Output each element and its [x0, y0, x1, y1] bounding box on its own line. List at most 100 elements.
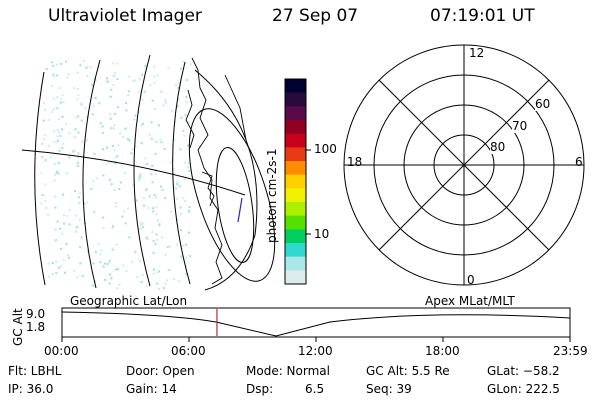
emission-speckle — [107, 161, 110, 164]
emission-speckle — [140, 280, 143, 283]
orbit-altitude-curve — [61, 311, 571, 337]
emission-speckle — [148, 133, 151, 136]
emission-speckle — [142, 196, 145, 199]
emission-speckle — [147, 207, 150, 210]
emission-speckle — [63, 271, 66, 274]
emission-speckle — [76, 156, 79, 159]
emission-speckle — [159, 185, 162, 188]
emission-speckle — [90, 84, 93, 87]
emission-speckle — [177, 86, 180, 89]
emission-speckle — [167, 67, 170, 70]
emission-speckle — [177, 104, 180, 107]
emission-speckle — [179, 148, 182, 151]
emission-speckle — [155, 206, 158, 209]
emission-speckle — [131, 148, 134, 151]
emission-speckle — [124, 172, 127, 175]
emission-speckle — [145, 285, 148, 288]
emission-speckle — [115, 243, 118, 246]
emission-speckle — [158, 270, 161, 273]
emission-speckle — [128, 139, 131, 142]
x-tick-label-0000: 00:00 — [44, 344, 79, 358]
emission-speckle — [179, 212, 182, 215]
emission-speckle — [66, 76, 69, 79]
emission-speckle — [155, 238, 158, 241]
emission-speckle — [144, 157, 147, 160]
emission-speckle — [164, 253, 167, 256]
emission-speckle — [176, 182, 179, 185]
emission-speckle — [67, 256, 70, 259]
orbit-y-tick-top: 9.0 — [26, 307, 46, 321]
emission-speckle — [56, 135, 59, 138]
emission-speckle — [78, 202, 81, 205]
status-glon: GLon: 222.5 — [487, 382, 560, 396]
emission-speckle — [76, 226, 79, 229]
emission-speckle — [41, 155, 44, 158]
emission-speckle — [110, 183, 113, 186]
status-gain: Gain: 14 — [126, 382, 177, 396]
emission-speckle — [86, 75, 89, 78]
colorbar-tick-10-label: 10 — [314, 227, 330, 241]
emission-speckle — [113, 74, 116, 77]
emission-speckle — [158, 224, 161, 227]
emission-speckle — [101, 131, 104, 134]
emission-speckle — [99, 122, 102, 125]
emission-speckle — [173, 278, 176, 281]
emission-speckle — [94, 250, 97, 253]
emission-speckle — [58, 149, 61, 152]
emission-speckle — [182, 129, 185, 132]
colorbar-cell — [285, 202, 306, 217]
emission-speckle — [127, 94, 130, 97]
auroral-oval — [215, 147, 255, 263]
emission-speckle — [127, 90, 130, 93]
emission-speckle — [159, 90, 162, 93]
emission-speckle — [110, 161, 113, 164]
polar-ring-80 — [433, 134, 495, 196]
emission-speckle — [42, 119, 45, 122]
emission-speckle — [40, 106, 43, 109]
emission-speckle — [104, 278, 107, 281]
emission-speckle — [155, 233, 158, 236]
emission-speckle — [82, 60, 85, 63]
emission-speckle — [145, 236, 148, 239]
emission-speckle — [78, 218, 81, 221]
emission-speckle — [78, 201, 81, 204]
emission-speckle — [45, 68, 48, 71]
emission-speckle — [145, 188, 148, 191]
meridian-4 — [172, 61, 191, 285]
emission-speckle — [54, 239, 57, 242]
emission-speckle — [158, 222, 161, 225]
emission-speckle — [47, 262, 50, 265]
emission-speckle — [114, 156, 117, 159]
emission-speckle — [100, 249, 103, 252]
emission-speckle — [62, 259, 65, 262]
emission-speckle — [47, 275, 50, 278]
emission-speckle — [53, 162, 56, 165]
emission-speckle — [113, 127, 116, 130]
colorbar-cell — [285, 215, 306, 230]
emission-speckle — [121, 215, 124, 218]
emission-speckle — [68, 132, 71, 135]
emission-speckle — [158, 287, 161, 290]
emission-speckle — [52, 73, 55, 76]
emission-speckle — [107, 80, 110, 83]
emission-speckle — [58, 87, 61, 90]
emission-speckle — [60, 97, 63, 100]
status-seq: Seq: 39 — [366, 382, 412, 396]
emission-speckle — [52, 75, 55, 78]
emission-speckle — [58, 162, 61, 165]
emission-speckle — [101, 125, 104, 128]
emission-speckle — [161, 188, 164, 191]
lat-label-70: 70 — [512, 119, 528, 133]
emission-speckle — [75, 230, 78, 233]
colorbar-cell — [285, 161, 306, 176]
emission-speckle — [111, 225, 114, 228]
emission-speckle — [110, 127, 113, 130]
emission-speckle — [169, 161, 172, 164]
emission-speckle — [139, 228, 142, 231]
emission-speckle — [123, 210, 126, 213]
emission-speckle — [112, 83, 115, 86]
emission-speckle — [134, 114, 137, 117]
emission-speckle — [60, 62, 63, 65]
emission-speckle — [185, 273, 188, 276]
